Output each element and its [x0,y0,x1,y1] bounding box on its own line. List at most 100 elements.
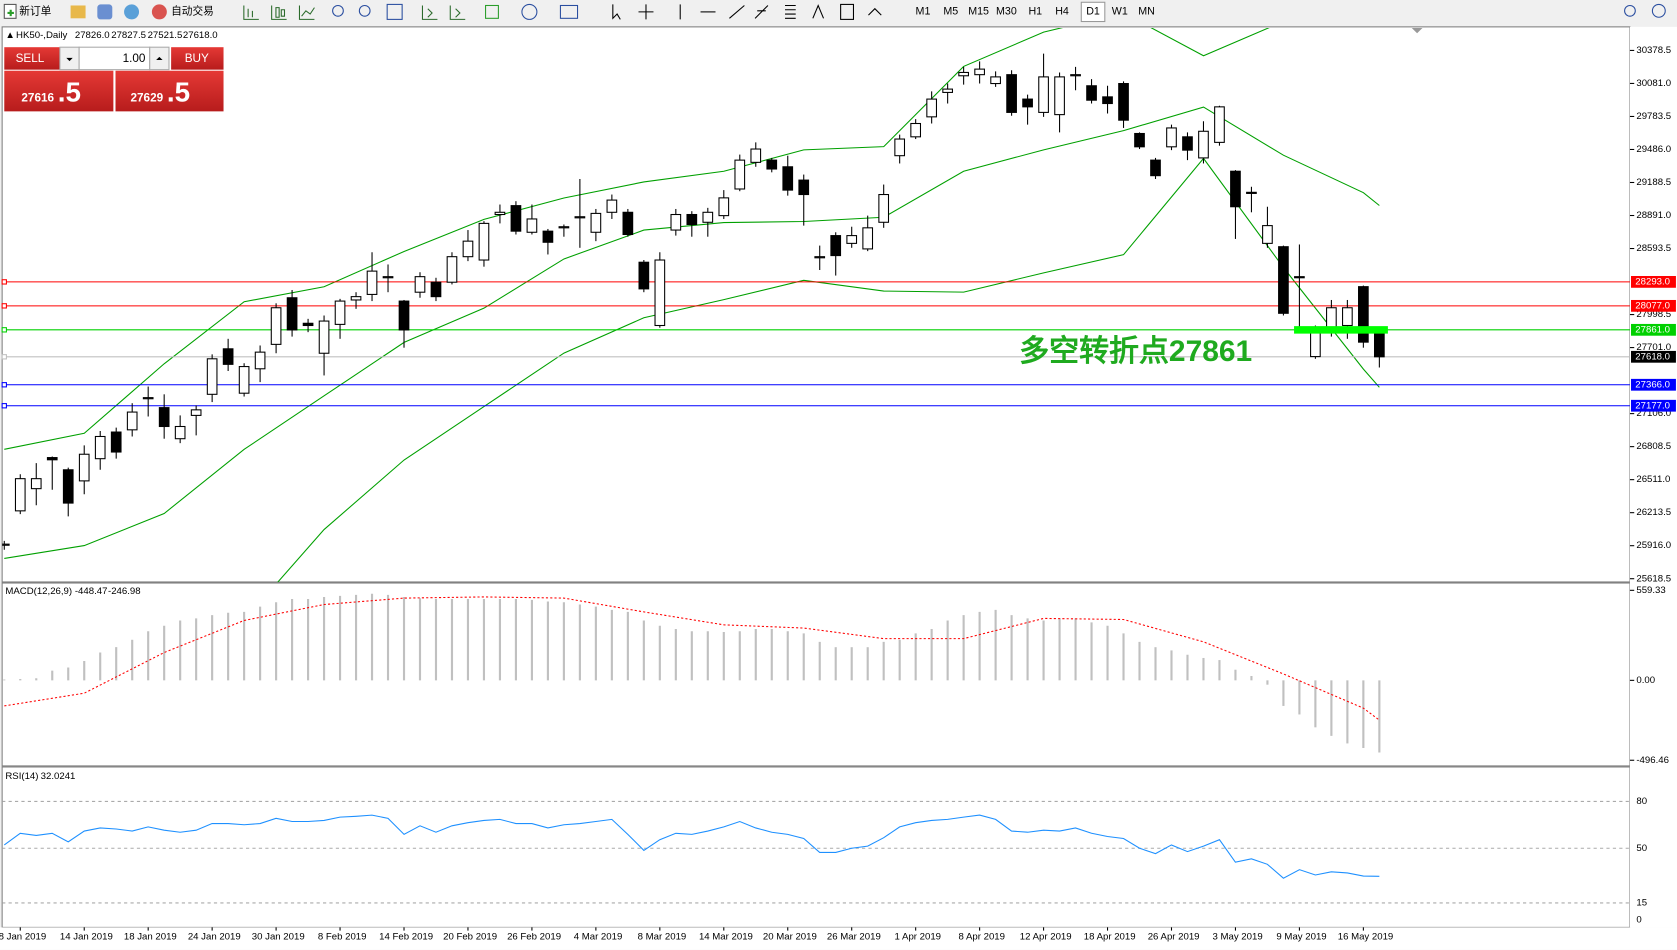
candle-body [606,199,618,213]
icon-button[interactable] [754,5,769,19]
candle-body [158,407,170,428]
candle-body [766,159,778,170]
header-value: 27827.5 [111,30,146,41]
new-order-button[interactable]: 新订单 [3,3,52,19]
macd-plot [3,593,1381,753]
candle-body [62,469,74,504]
x-tick-label: 26 Feb 2019 [507,932,561,943]
header-value: 27618.0 [183,30,218,41]
icon-button[interactable] [421,5,438,20]
candle-body [14,478,26,512]
candle-body [1198,130,1209,159]
price-line-marker [1,354,7,360]
candle-body [46,457,58,461]
timeframe-button[interactable]: H4 [1055,6,1069,18]
candle-body [398,300,410,331]
candle-body [910,122,922,138]
icon-button[interactable] [559,4,579,19]
icon-button[interactable] [124,4,140,20]
toolbar-bg [0,0,1677,25]
buy-button[interactable] [171,47,224,70]
candle-body [1006,74,1017,113]
timeframe-button[interactable]: M5 [943,6,958,18]
rsi-label: RSI(14) [5,771,38,782]
level-line-label-bg [1631,299,1676,312]
auto-trading-button[interactable]: 自动交易 [151,4,214,20]
icon-button[interactable] [358,4,371,17]
icon-button[interactable] [243,5,259,20]
icon-button[interactable] [840,3,855,20]
timeframe-button[interactable]: MN [1138,6,1155,18]
level-line-marker [1,303,7,309]
candle-body [446,256,458,283]
timeframe-button[interactable]: H1 [1028,6,1042,18]
buy-price-box[interactable] [115,70,224,112]
price-axis [1629,26,1677,928]
candle-body [1294,276,1305,279]
icon-button[interactable] [70,5,86,19]
search-button[interactable] [1624,4,1636,17]
candle-body [206,358,218,395]
icon-button[interactable] [868,7,882,16]
candle-body [366,270,378,295]
level-line-label: 28293.0 [1635,276,1670,287]
icon-button[interactable] [638,4,654,20]
candle-body [542,230,554,243]
candle-body [686,213,698,226]
level-line-marker [1,279,7,285]
icon-button[interactable] [521,3,538,20]
band-upper [4,27,1270,450]
x-tick-label: 14 Mar 2019 [699,932,753,943]
icon-button[interactable] [729,5,745,19]
timeframe-button[interactable]: M15 [968,6,989,18]
sell-button[interactable] [4,47,60,70]
timeframe-button[interactable]: D1 [1086,6,1100,18]
level-line-label: 27177.0 [1635,400,1670,411]
header-value: 27826.0 [75,30,110,41]
candle-body [1166,127,1177,148]
candle-body [1278,246,1289,314]
x-tick-label: 26 Apr 2019 [1148,932,1200,943]
level-line-label: 27861.0 [1635,324,1670,335]
candle-body [718,197,730,217]
icon-button[interactable] [612,4,621,20]
icon-button[interactable] [271,5,287,20]
icon-button[interactable] [332,4,344,17]
icon-button[interactable] [97,4,113,20]
icon-button[interactable] [785,4,796,19]
x-tick-label: 9 May 2019 [1276,932,1326,943]
rsi-pane [1,766,1631,928]
candle-body [318,320,330,354]
chat-button[interactable] [1651,3,1666,18]
icon-button[interactable] [298,5,315,20]
icon-button[interactable] [449,5,466,20]
y-tick-label: 25618.5 [1636,573,1671,584]
trade-panel: SELL 1.00 BUY 27616 .5 27629 .5 [4,46,224,112]
candle-body [238,366,250,394]
sell-point: .5 [58,77,81,108]
macd-signal [4,596,1380,721]
candle-body [1102,96,1113,105]
icon-button[interactable] [485,4,499,19]
timeframe-button[interactable]: M30 [996,6,1017,18]
timeframe-button[interactable]: W1 [1112,6,1128,18]
icon-button[interactable] [386,3,403,20]
icon-button[interactable] [812,4,825,19]
x-tick-label: 8 Jan 2019 [0,932,46,943]
rsi-tick-label: 50 [1636,843,1647,854]
candle-body [798,179,810,196]
candle-body [190,409,202,416]
sell-price-box[interactable] [4,70,114,112]
macd-tick-label: -496.46 [1636,755,1669,766]
y-tick-label: 30081.0 [1636,78,1671,89]
price-line-label: 27618.0 [1635,351,1670,362]
x-tick-label: 20 Mar 2019 [763,932,817,943]
buy-price: 27629 [130,92,163,105]
candle-body [862,227,874,250]
candle-body [222,348,234,365]
level-line-label-bg [1631,378,1676,391]
x-tick-label: 16 May 2019 [1338,932,1394,943]
candle-body [1230,170,1241,208]
timeframe-button[interactable]: M1 [916,6,931,18]
candle-body [638,261,650,290]
